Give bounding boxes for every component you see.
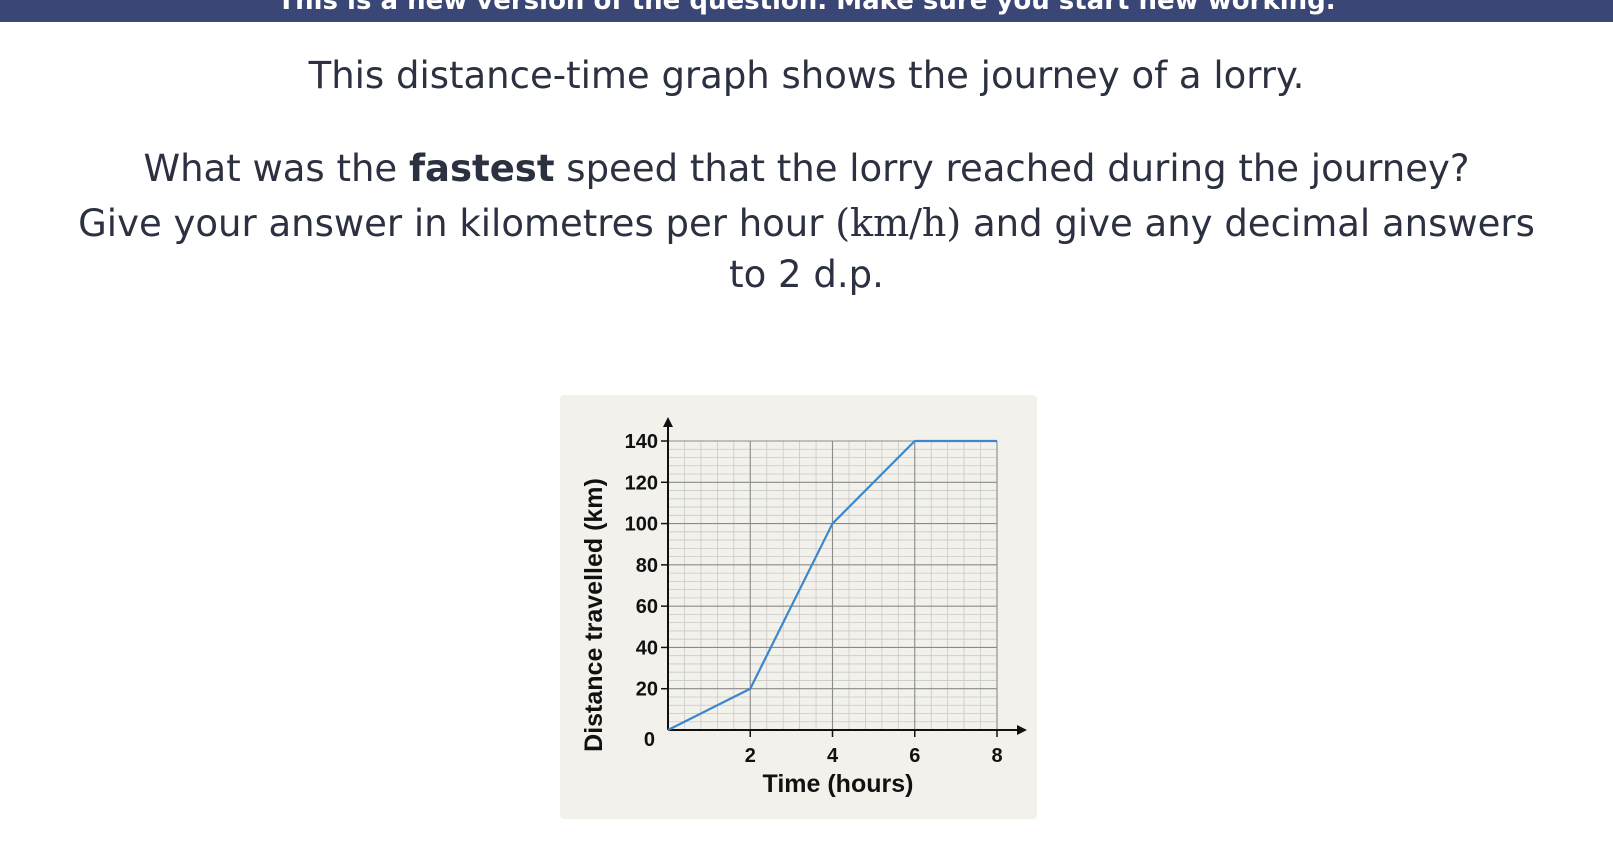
y-tick-label: 20 (636, 679, 658, 701)
question-prompt: What was the fastest speed that the lorr… (0, 143, 1613, 195)
chart-series (667, 439, 998, 731)
chart-axes (663, 417, 1027, 735)
x-axis-arrow (1017, 725, 1027, 735)
question-prompt-start: What was the (143, 147, 409, 190)
chart-ticks: 0 20 40 60 80 100 120 140 2 4 6 8 (625, 431, 1003, 767)
x-tick-label: 8 (991, 745, 1002, 767)
top-banner: This is a new version of the question. M… (0, 0, 1613, 22)
y-tick-label: 120 (625, 472, 658, 494)
question-prompt-end: speed that the lorry reached during the … (554, 147, 1470, 190)
question-instructions: Give your answer in kilometres per hour … (0, 197, 1613, 250)
chart-svg: 0 20 40 60 80 100 120 140 2 4 6 8 Time (hours) Dist… (580, 417, 1027, 798)
unit-label: (km/h) (835, 201, 962, 245)
x-tick-label: 4 (827, 745, 839, 767)
y-tick-label: 80 (636, 555, 658, 577)
question-precision: to 2 d.p. (729, 253, 884, 296)
y-tick-label: 40 (636, 637, 658, 659)
y-tick-label: 60 (636, 596, 658, 618)
y-axis-arrow (663, 417, 673, 427)
y-tick-label: 140 (625, 431, 658, 453)
y-tick-label: 0 (644, 729, 655, 751)
grid-major (668, 440, 998, 730)
question-instructions-start: Give your answer in kilometres per hour (78, 202, 836, 245)
question-intro: This distance-time graph shows the journ… (308, 54, 1305, 97)
question-emphasis: fastest (408, 147, 555, 190)
banner-text: This is a new version of the question. M… (277, 0, 1336, 16)
x-tick-label: 6 (909, 745, 920, 767)
x-axis-label: Time (hours) (763, 770, 914, 798)
distance-time-chart: 0 20 40 60 80 100 120 140 2 4 6 8 Time (hours) Dist… (560, 395, 1037, 819)
y-tick-label: 100 (625, 514, 658, 536)
y-axis-label: Distance travelled (km) (580, 478, 608, 752)
x-tick-label: 2 (745, 745, 756, 767)
question-instructions-end: and give any decimal answers (961, 202, 1535, 245)
